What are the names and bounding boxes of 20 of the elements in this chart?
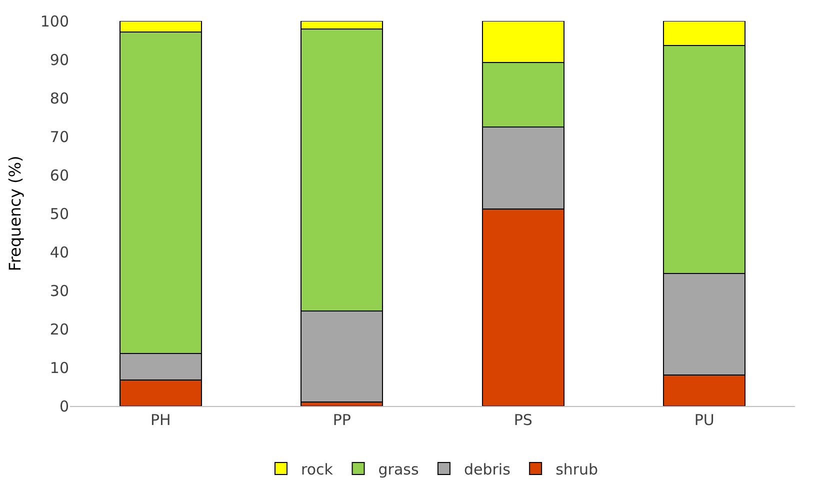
legend-label: rock — [301, 460, 334, 478]
y-tick-label: 50 — [50, 204, 69, 223]
x-tick-label: PH — [150, 411, 171, 429]
y-axis-title: Frequency (%) — [5, 156, 24, 272]
y-tick-label: 100 — [40, 12, 69, 30]
legend-label: debris — [464, 460, 511, 478]
legend-label: shrub — [556, 460, 598, 478]
y-tick-label: 80 — [50, 89, 69, 108]
x-tick-label: PU — [694, 411, 714, 429]
x-tick-label: PP — [332, 411, 351, 429]
y-tick-label: 20 — [50, 320, 69, 338]
y-tick-label: 60 — [50, 166, 69, 184]
x-tick-label: PS — [514, 411, 532, 429]
y-tick-label: 30 — [50, 282, 69, 300]
y-tick-label: 70 — [50, 128, 69, 146]
legend-label: grass — [378, 460, 419, 478]
y-tick-label: 90 — [50, 50, 69, 69]
y-tick-label: 40 — [50, 243, 69, 262]
y-tick-label: 0 — [59, 397, 69, 416]
y-tick-label: 10 — [50, 358, 69, 377]
